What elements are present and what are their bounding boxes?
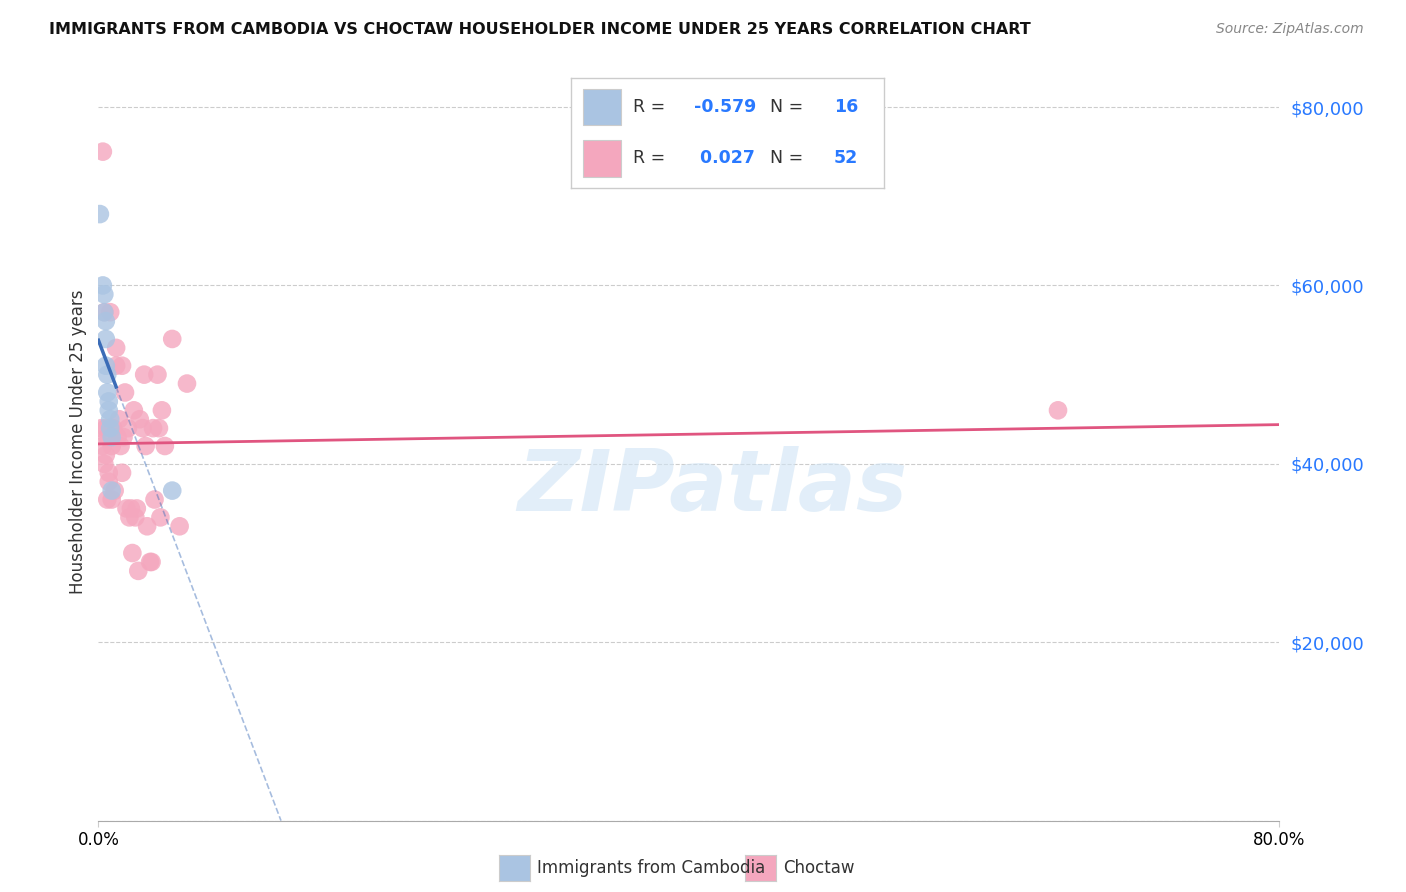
Point [124,510,146,524]
Point [162,332,183,346]
Point [91,145,114,159]
Point [149,510,172,524]
Point [96,492,118,507]
Point [127,564,149,578]
Text: Immigrants from Cambodia: Immigrants from Cambodia [537,859,765,877]
Point [93,457,115,471]
Point [94,332,117,346]
Point [136,519,159,533]
Point [100,483,122,498]
Point [148,421,170,435]
Point [89,207,111,221]
Point [111,466,134,480]
Point [135,439,157,453]
Point [105,359,128,373]
Text: Source: ZipAtlas.com: Source: ZipAtlas.com [1216,22,1364,37]
Point [150,403,173,417]
Point [122,403,145,417]
Point [115,501,138,516]
Y-axis label: Householder Income Under 25 years: Householder Income Under 25 years [69,289,87,594]
Point [120,501,142,516]
Point [105,341,128,355]
Point [112,430,135,444]
Point [97,475,120,489]
Point [153,439,176,453]
Point [134,368,156,382]
Point [162,483,183,498]
Point [97,394,120,409]
Point [94,359,117,373]
Point [104,483,127,498]
Point [96,368,118,382]
Point [128,412,150,426]
Point [98,305,121,319]
Point [94,421,117,435]
Point [141,555,163,569]
Point [96,385,118,400]
Text: Choctaw: Choctaw [783,859,855,877]
Point [100,439,122,453]
Point [108,412,131,426]
Point [132,421,155,435]
Point [110,439,132,453]
Text: ZIPatlas: ZIPatlas [517,445,908,529]
Point [117,421,139,435]
Point [118,510,141,524]
Point [139,555,162,569]
Point [143,492,166,507]
Text: IMMIGRANTS FROM CAMBODIA VS CHOCTAW HOUSEHOLDER INCOME UNDER 25 YEARS CORRELATIO: IMMIGRANTS FROM CAMBODIA VS CHOCTAW HOUS… [49,22,1031,37]
Point [94,448,117,462]
Point [93,305,115,319]
Point [93,305,115,319]
Point [1046,403,1070,417]
Point [125,501,148,516]
Point [121,546,143,560]
Point [111,359,134,373]
Point [98,421,121,435]
Point [94,314,117,328]
Point [100,430,122,444]
Point [146,368,169,382]
Point [114,385,136,400]
Point [98,412,121,426]
Point [176,376,198,391]
Point [93,287,115,301]
Point [142,421,165,435]
Point [90,421,112,435]
Point [96,430,118,444]
Point [91,278,114,293]
Point [100,492,122,507]
Point [107,430,129,444]
Point [91,439,114,453]
Point [103,421,125,435]
Point [97,403,120,417]
Point [97,466,120,480]
Point [169,519,191,533]
